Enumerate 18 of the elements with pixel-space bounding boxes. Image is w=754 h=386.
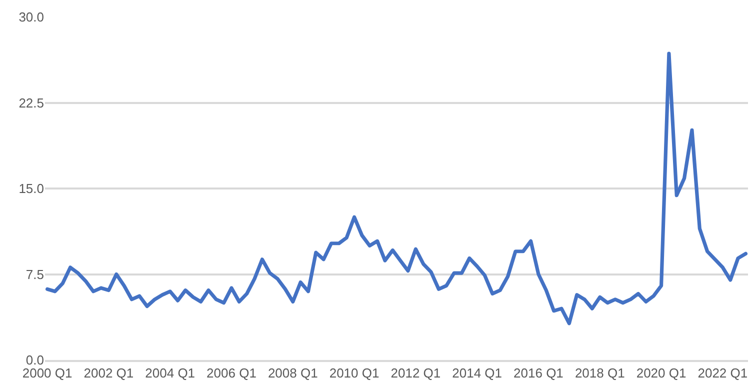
x-tick-label: 2014 Q1 — [452, 365, 502, 380]
y-tick-label: 30.0 — [18, 10, 44, 25]
x-tick-label: 2010 Q1 — [329, 365, 380, 380]
y-tick-label: 15.0 — [18, 181, 44, 196]
x-tick-label: 2012 Q1 — [390, 365, 441, 380]
x-tick-label: 2004 Q1 — [145, 365, 196, 380]
line-series — [46, 52, 748, 326]
x-tick-label: 2016 Q1 — [514, 365, 564, 380]
x-tick-label: 2020 Q1 — [636, 365, 686, 380]
y-tick-label: 0.0 — [26, 352, 44, 368]
x-tick-label: 2022 Q1 — [698, 365, 748, 380]
x-tick-label: 2018 Q1 — [574, 365, 625, 380]
x-tick-label: 2000 Q1 — [22, 365, 72, 380]
x-tick-label: 2008 Q1 — [268, 365, 318, 380]
x-tick-label: 2006 Q1 — [206, 365, 256, 380]
y-tick-label: 7.5 — [26, 266, 44, 282]
y-tick-label: 22.5 — [18, 95, 44, 110]
x-tick-label: 2002 Q1 — [84, 365, 134, 380]
